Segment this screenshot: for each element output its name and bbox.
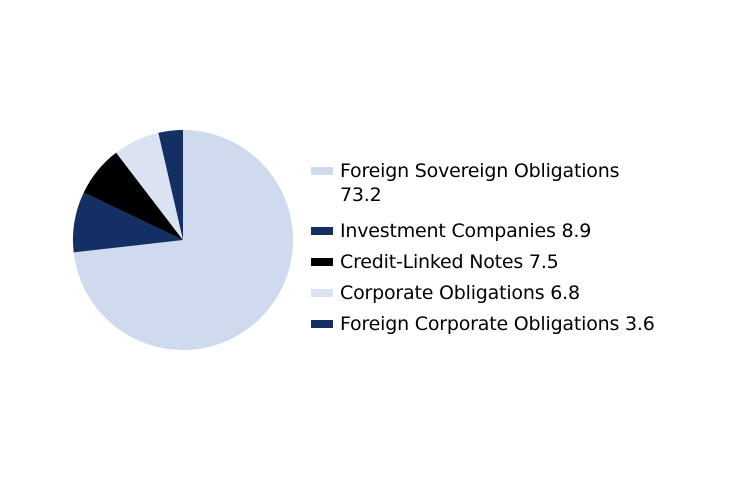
pie-slice-credit-linked-notes <box>83 152 183 240</box>
pie-legend: Foreign Sovereign Obligations 73.2 Investm… <box>311 159 691 343</box>
legend-item-foreign-corporate-obligations: Foreign Corporate Obligations 3.6 <box>311 312 691 336</box>
pie-slice-foreign-sovereign-obligations <box>73 130 293 350</box>
legend-label-corporate-obligations: Corporate Obligations 6.8 <box>340 282 580 304</box>
pie-slice-investment-companies <box>73 192 183 253</box>
legend-swatch-credit-linked-notes <box>311 258 333 266</box>
legend-swatch-foreign-corporate-obligations <box>311 320 333 328</box>
legend-label-foreign-corporate-obligations: Foreign Corporate Obligations 3.6 <box>340 313 655 335</box>
legend-label-foreign-sovereign-obligations: Foreign Sovereign Obligations 73.2 <box>340 160 620 206</box>
legend-label-investment-companies: Investment Companies 8.9 <box>340 220 592 242</box>
pie-chart-svg <box>73 130 293 350</box>
legend-swatch-corporate-obligations <box>311 289 333 297</box>
legend-item-credit-linked-notes: Credit-Linked Notes 7.5 <box>311 250 691 274</box>
legend-label-credit-linked-notes: Credit-Linked Notes 7.5 <box>340 251 559 273</box>
pie-chart <box>73 130 293 350</box>
legend-item-investment-companies: Investment Companies 8.9 <box>311 219 691 243</box>
pie-slice-corporate-obligations <box>116 132 183 240</box>
legend-swatch-foreign-sovereign-obligations <box>311 167 333 175</box>
legend-item-foreign-sovereign-obligations: Foreign Sovereign Obligations 73.2 <box>311 159 691 207</box>
legend-item-corporate-obligations: Corporate Obligations 6.8 <box>311 281 691 305</box>
pie-slice-foreign-corporate-obligations <box>158 130 183 240</box>
legend-swatch-investment-companies <box>311 227 333 235</box>
